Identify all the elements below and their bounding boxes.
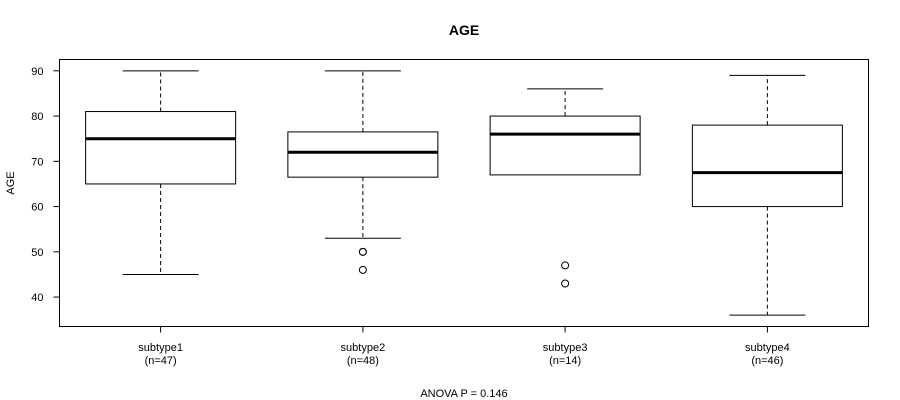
plot-frame	[59, 59, 869, 327]
category-count-label: (n=14)	[549, 355, 581, 367]
box-group-subtype3	[489, 88, 641, 288]
y-axis-label: AGE	[5, 171, 17, 194]
category-label: subtype1	[138, 342, 183, 354]
outlier-point	[561, 261, 570, 270]
anova-footer: ANOVA P = 0.146	[420, 388, 507, 400]
x-axis: subtype1(n=47) subtype2(n=48) subtype3(n=1…	[138, 326, 790, 367]
chart-title: AGE	[449, 22, 479, 38]
outlier-point	[358, 247, 367, 256]
category-label: subtype4	[745, 342, 790, 354]
outlier-point	[561, 279, 570, 288]
y-axis: 40 50 60 70 80 90	[31, 66, 60, 304]
box-groups	[85, 70, 843, 316]
y-tick-label: 50	[31, 247, 43, 259]
outlier-point	[358, 265, 367, 274]
category-count-label: (n=48)	[347, 355, 379, 367]
y-tick-label: 90	[31, 66, 43, 78]
y-tick-label: 40	[31, 292, 43, 304]
category-label: subtype3	[543, 342, 588, 354]
iqr-box	[489, 115, 641, 176]
y-tick-label: 70	[31, 156, 43, 168]
category-count-label: (n=46)	[751, 355, 783, 367]
box-group-subtype1	[85, 70, 237, 275]
category-count-label: (n=47)	[145, 355, 177, 367]
box-group-subtype2	[287, 70, 439, 274]
y-tick-label: 80	[31, 111, 43, 123]
iqr-box	[287, 131, 439, 178]
y-tick-label: 60	[31, 202, 43, 214]
iqr-box	[85, 111, 237, 185]
box-group-subtype4	[691, 74, 843, 316]
iqr-box	[691, 124, 843, 208]
category-label: subtype2	[341, 342, 386, 354]
